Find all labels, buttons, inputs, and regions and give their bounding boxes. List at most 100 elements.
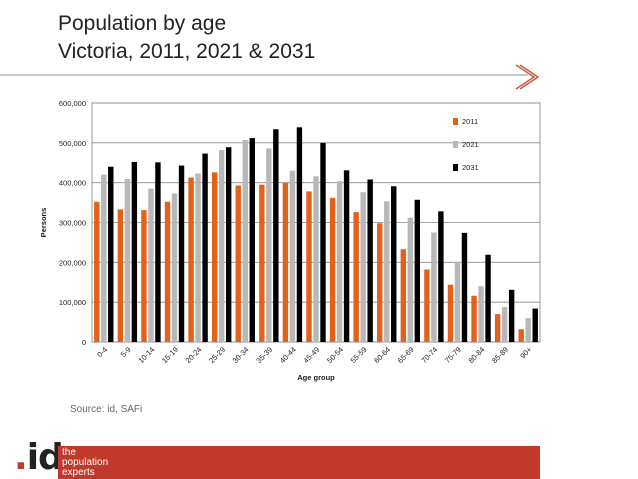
bar-2021-10-14 xyxy=(148,188,154,342)
bar-2011-5-9 xyxy=(117,209,124,342)
x-tick-label: 75-79 xyxy=(443,345,463,365)
bar-2021-90+ xyxy=(525,318,531,342)
bar-2011-20-24 xyxy=(188,177,194,342)
bar-2011-25-29 xyxy=(211,172,218,342)
bar-2031-70-74 xyxy=(438,211,444,342)
x-axis-title: Age group xyxy=(297,373,335,382)
bar-2011-0-4 xyxy=(94,201,100,342)
tagline-banner: the population experts xyxy=(58,446,540,479)
source-note: Source: id, SAFi xyxy=(70,404,143,415)
bar-2011-85-89 xyxy=(494,314,501,342)
bar-2021-70-74 xyxy=(431,232,437,342)
bar-2031-40-44 xyxy=(296,127,303,342)
x-tick-label: 80-84 xyxy=(467,345,487,365)
x-tick-label: 35-39 xyxy=(254,345,274,365)
x-tick-label: 85-89 xyxy=(490,345,510,365)
bar-2021-55-59 xyxy=(360,192,366,342)
bar-2031-85-89 xyxy=(508,289,515,342)
y-tick-label: 0 xyxy=(82,338,86,347)
legend-label-2031: 2031 xyxy=(462,163,479,172)
bar-2031-45-49 xyxy=(320,142,326,342)
bar-2031-30-34 xyxy=(249,138,255,342)
bar-2031-15-19 xyxy=(178,165,185,342)
bar-2021-80-84 xyxy=(478,286,484,342)
bar-2011-40-44 xyxy=(282,182,289,342)
bar-2031-90+ xyxy=(532,308,538,342)
bar-2031-5-9 xyxy=(131,161,138,342)
bar-2021-45-49 xyxy=(313,176,319,342)
bar-2021-50-54 xyxy=(336,181,343,342)
bar-2011-35-39 xyxy=(259,184,265,342)
legend-swatch-2021 xyxy=(453,141,458,148)
x-tick-label: 25-29 xyxy=(207,345,227,365)
legend-swatch-2031 xyxy=(453,164,458,171)
bar-2031-55-59 xyxy=(367,179,373,342)
bar-2021-20-24 xyxy=(195,173,201,342)
x-tick-label: 5-9 xyxy=(119,345,133,359)
legend-label-2021: 2021 xyxy=(462,140,479,149)
x-tick-label: 10-14 xyxy=(136,345,156,365)
bar-2031-60-64 xyxy=(391,186,397,342)
population-bar-chart: 0 100,000 200,000 300,000 400,000 500,000 600,… xyxy=(39,99,541,382)
bar-2031-20-24 xyxy=(202,153,208,342)
x-tick-label: 65-69 xyxy=(396,345,416,365)
bar-2031-50-54 xyxy=(343,170,350,342)
x-tick-label: 40-44 xyxy=(278,345,298,365)
chevron-right-icon xyxy=(515,64,540,90)
bar-2011-30-34 xyxy=(235,185,241,342)
bar-2021-15-19 xyxy=(171,193,178,342)
logo-mark: id xyxy=(26,437,64,478)
bar-2031-35-39 xyxy=(273,129,279,342)
bar-2021-25-29 xyxy=(218,150,225,342)
bar-2011-55-59 xyxy=(353,212,359,342)
bar-2031-0-4 xyxy=(108,166,114,342)
x-tick-label: 0-4 xyxy=(95,345,109,359)
bar-2021-30-34 xyxy=(242,140,248,342)
bar-2011-50-54 xyxy=(329,197,336,342)
bar-2011-60-64 xyxy=(377,223,383,342)
bar-2011-10-14 xyxy=(141,210,147,342)
bar-2031-75-79 xyxy=(461,232,468,342)
bar-2031-10-14 xyxy=(155,162,161,342)
bar-2011-90+ xyxy=(518,329,524,342)
x-tick-label: 20-24 xyxy=(184,345,204,365)
x-tick-label: 55-59 xyxy=(349,345,369,365)
y-tick-label: 500,000 xyxy=(59,139,86,148)
tagline-line-1: the xyxy=(62,447,76,458)
bar-2011-45-49 xyxy=(306,191,312,342)
legend-swatch-2011 xyxy=(453,118,458,125)
bar-2031-65-69 xyxy=(414,199,421,342)
x-tick-label: 30-34 xyxy=(231,345,251,365)
bar-2031-80-84 xyxy=(485,254,491,342)
y-axis-title: Persons xyxy=(39,208,48,238)
tagline-line-3: experts xyxy=(62,467,95,478)
x-tick-label: 70-74 xyxy=(419,345,439,365)
x-tick-label: 50-54 xyxy=(325,345,345,365)
title-divider xyxy=(0,74,528,76)
y-tick-label: 400,000 xyxy=(59,179,86,188)
bar-2021-60-64 xyxy=(384,201,390,342)
bar-2021-5-9 xyxy=(124,179,131,342)
bar-2011-80-84 xyxy=(471,295,477,342)
x-tick-label: 90+ xyxy=(518,345,534,361)
y-tick-label: 600,000 xyxy=(59,99,86,108)
x-tick-label: 15-19 xyxy=(160,345,180,365)
chart-subtitle: Victoria, 2011, 2021 & 2031 xyxy=(58,40,316,63)
bar-2021-40-44 xyxy=(289,170,296,342)
bar-2011-70-74 xyxy=(424,269,430,342)
bar-2021-65-69 xyxy=(407,217,414,342)
bar-2011-15-19 xyxy=(164,201,171,342)
y-tick-label: 100,000 xyxy=(59,298,86,307)
x-tick-label: 45-49 xyxy=(301,345,321,365)
x-tick-label: 60-64 xyxy=(372,345,392,365)
legend-label-2011: 2011 xyxy=(462,117,478,126)
bar-2021-75-79 xyxy=(454,261,461,342)
bar-2011-65-69 xyxy=(400,249,407,342)
bar-2011-75-79 xyxy=(447,284,454,342)
bar-2031-25-29 xyxy=(225,147,232,342)
id-logo: .id xyxy=(14,437,64,478)
tagline-line-2: population xyxy=(62,457,109,468)
y-tick-label: 300,000 xyxy=(59,219,86,228)
bar-2021-85-89 xyxy=(501,306,508,342)
chart-title: Population by age xyxy=(58,12,227,35)
